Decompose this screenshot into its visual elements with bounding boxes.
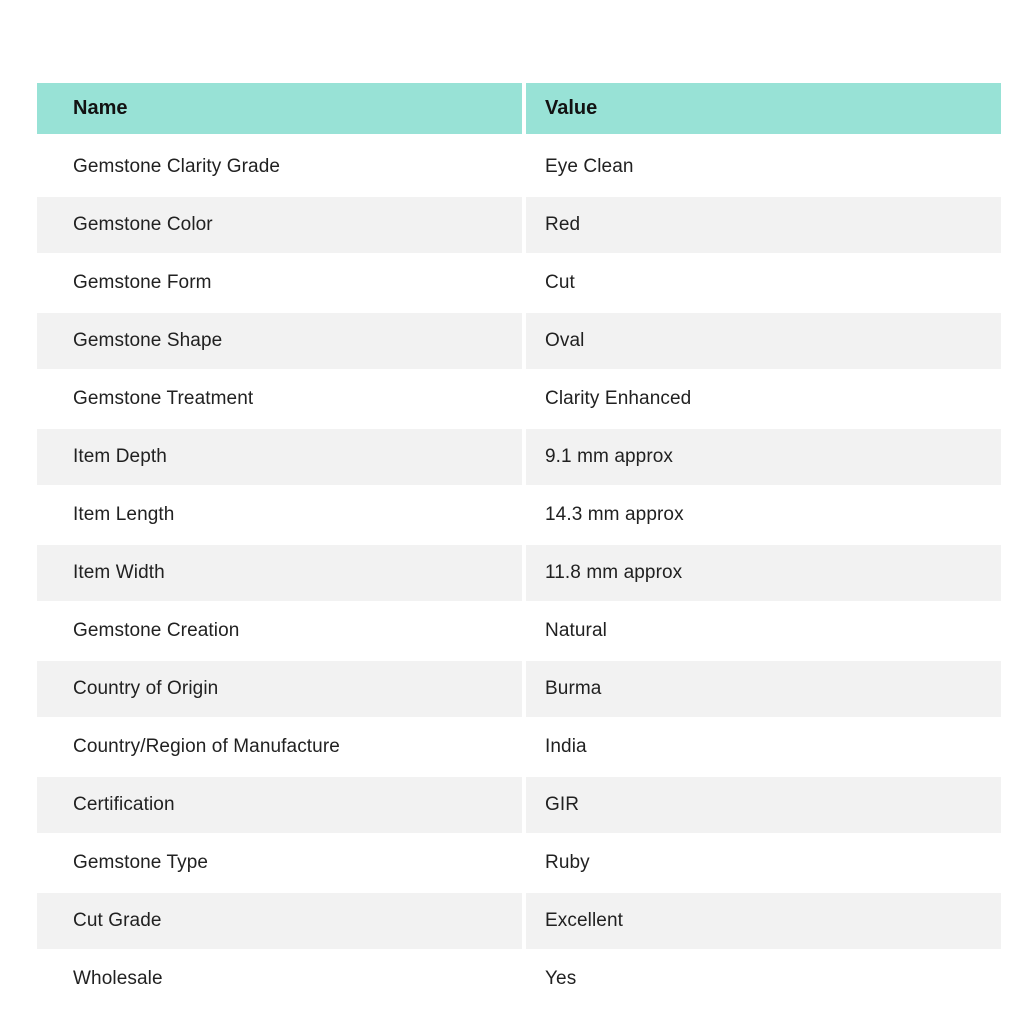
row-name-label: Gemstone Clarity Grade [73,156,281,177]
row-value-label: Cut [545,272,575,293]
row-name-cell: Item Width [37,544,522,602]
row-name-label: Item Width [73,562,165,583]
table-row: Country/Region of Manufacture India [37,718,1001,776]
row-name-label: Gemstone Creation [73,620,240,641]
row-value-label: Eye Clean [545,156,634,177]
table-row: Country of Origin Burma [37,660,1001,718]
row-value-label: Burma [545,678,602,699]
table-row: Wholesale Yes [37,950,1001,1008]
row-name-label: Country of Origin [73,678,219,699]
table-row: Gemstone Type Ruby [37,834,1001,892]
row-name-cell: Item Depth [37,428,522,486]
header-name-label: Name [73,97,128,119]
row-value-label: Yes [545,968,577,989]
row-name-cell: Gemstone Clarity Grade [37,138,522,196]
row-name-cell: Cut Grade [37,892,522,950]
row-name-label: Item Depth [73,446,167,467]
row-name-label: Cut Grade [73,910,162,931]
table-row: Item Length 14.3 mm approx [37,486,1001,544]
row-name-cell: Gemstone Form [37,254,522,312]
row-value-label: Clarity Enhanced [545,388,692,409]
row-value-label: Oval [545,330,585,351]
row-value-cell: 9.1 mm approx [526,428,1001,486]
table-row: Gemstone Creation Natural [37,602,1001,660]
row-name-cell: Country of Origin [37,660,522,718]
row-value-label: 14.3 mm approx [545,504,684,525]
row-name-cell: Item Length [37,486,522,544]
row-value-cell: GIR [526,776,1001,834]
table-row: Cut Grade Excellent [37,892,1001,950]
row-name-label: Certification [73,794,175,815]
row-value-cell: Eye Clean [526,138,1001,196]
row-name-cell: Gemstone Color [37,196,522,254]
row-value-cell: Burma [526,660,1001,718]
row-value-cell: Clarity Enhanced [526,370,1001,428]
row-value-cell: Ruby [526,834,1001,892]
row-name-label: Gemstone Form [73,272,212,293]
row-value-cell: Excellent [526,892,1001,950]
table-row: Gemstone Color Red [37,196,1001,254]
row-value-label: India [545,736,587,757]
header-value-cell: Value [526,83,1001,134]
row-name-label: Gemstone Shape [73,330,223,351]
row-value-cell: Cut [526,254,1001,312]
row-value-label: Natural [545,620,607,641]
row-value-cell: Oval [526,312,1001,370]
table-row: Gemstone Shape Oval [37,312,1001,370]
table-row: Gemstone Treatment Clarity Enhanced [37,370,1001,428]
row-value-label: Ruby [545,852,590,873]
header-name-cell: Name [37,83,522,134]
row-name-label: Gemstone Color [73,214,213,235]
table-header-row: Name Value [37,83,1001,134]
row-value-cell: 11.8 mm approx [526,544,1001,602]
row-value-cell: Yes [526,950,1001,1008]
table-row: Item Depth 9.1 mm approx [37,428,1001,486]
table-row: Gemstone Form Cut [37,254,1001,312]
header-value-label: Value [545,97,598,119]
row-value-cell: Natural [526,602,1001,660]
row-name-label: Wholesale [73,968,163,989]
row-value-cell: 14.3 mm approx [526,486,1001,544]
row-name-cell: Gemstone Type [37,834,522,892]
row-name-label: Country/Region of Manufacture [73,736,340,757]
row-value-cell: India [526,718,1001,776]
row-name-cell: Wholesale [37,950,522,1008]
row-name-cell: Gemstone Creation [37,602,522,660]
table-row: Gemstone Clarity Grade Eye Clean [37,138,1001,196]
row-value-label: 9.1 mm approx [545,446,674,467]
table-row: Item Width 11.8 mm approx [37,544,1001,602]
row-name-label: Gemstone Treatment [73,388,254,409]
row-name-label: Item Length [73,504,175,525]
row-name-cell: Gemstone Shape [37,312,522,370]
table-row: Certification GIR [37,776,1001,834]
row-value-label: 11.8 mm approx [545,562,683,583]
row-name-cell: Certification [37,776,522,834]
row-value-label: GIR [545,794,580,815]
table-body: Gemstone Clarity Grade Eye Clean Gemston… [37,138,1001,1008]
row-value-label: Excellent [545,910,623,931]
row-name-label: Gemstone Type [73,852,209,873]
row-value-label: Red [545,214,581,235]
row-value-cell: Red [526,196,1001,254]
row-name-cell: Country/Region of Manufacture [37,718,522,776]
item-specifics-table: Name Value Gemstone Clarity Grade Eye Cl… [37,83,1001,1008]
row-name-cell: Gemstone Treatment [37,370,522,428]
